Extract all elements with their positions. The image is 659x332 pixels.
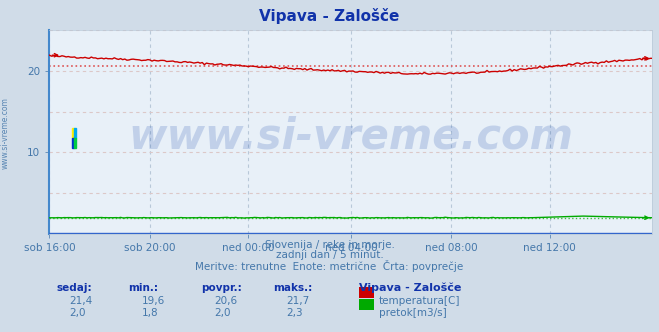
Text: 19,6: 19,6 [142,296,165,306]
Text: sedaj:: sedaj: [56,283,92,293]
Text: www.si-vreme.com: www.si-vreme.com [1,97,10,169]
Text: povpr.:: povpr.: [201,283,242,293]
Text: 20,6: 20,6 [214,296,237,306]
Text: maks.:: maks.: [273,283,313,293]
Text: Vipava - Zalošče: Vipava - Zalošče [359,283,461,293]
Text: 21,7: 21,7 [287,296,310,306]
Text: 2,0: 2,0 [214,308,231,318]
Bar [72,128,74,138]
Text: min.:: min.: [129,283,159,293]
Text: 2,3: 2,3 [287,308,303,318]
Text: Meritve: trenutne  Enote: metrične  Črta: povprečje: Meritve: trenutne Enote: metrične Črta: … [195,260,464,272]
Bar [72,138,74,148]
Text: 1,8: 1,8 [142,308,158,318]
Text: Vipava - Zalošče: Vipava - Zalošče [259,8,400,24]
Bar [74,138,76,148]
Text: zadnji dan / 5 minut.: zadnji dan / 5 minut. [275,250,384,260]
Text: pretok[m3/s]: pretok[m3/s] [379,308,447,318]
Text: www.si-vreme.com: www.si-vreme.com [129,115,573,157]
Text: 2,0: 2,0 [69,308,86,318]
Text: Slovenija / reke in morje.: Slovenija / reke in morje. [264,240,395,250]
Text: 21,4: 21,4 [69,296,92,306]
Text: temperatura[C]: temperatura[C] [379,296,461,306]
Bar [74,128,76,138]
